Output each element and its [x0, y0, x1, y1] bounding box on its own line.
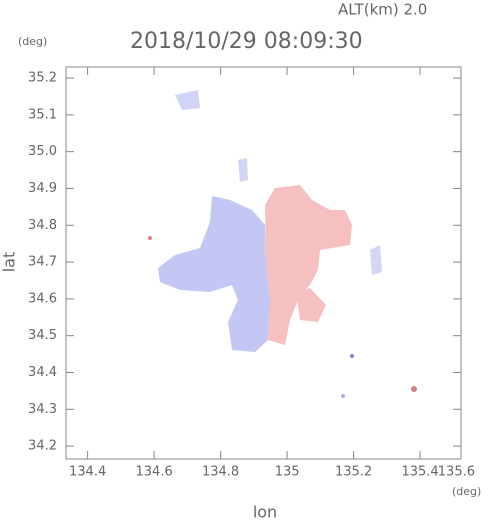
- x-tick-label: 135: [275, 465, 300, 480]
- x-axis-label: lon: [253, 503, 277, 521]
- echo-spot: [341, 394, 345, 398]
- y-tick-label: 34.9: [28, 181, 57, 196]
- y-tick-label: 35.0: [28, 144, 57, 159]
- y-tick-label: 34.3: [28, 402, 57, 417]
- x-tick-label: 135.6: [438, 465, 475, 480]
- y-tick-label: 34.2: [28, 439, 57, 454]
- approaching-echo: [158, 196, 270, 352]
- y-tick-label: 34.5: [28, 328, 57, 343]
- x-tick-label: 135.4: [401, 465, 438, 480]
- y-axis-label: lat: [0, 252, 19, 273]
- chart-title: 2018/10/29 08:09:30: [130, 29, 363, 54]
- y-unit: (deg): [18, 35, 47, 48]
- plot-frame: [65, 66, 462, 460]
- y-tick-label: 34.7: [28, 255, 57, 270]
- x-unit: (deg): [452, 485, 481, 498]
- x-tick-label: 134.6: [136, 465, 173, 480]
- approaching-echo: [175, 90, 200, 110]
- y-tick-label: 34.6: [28, 291, 57, 306]
- y-tick-label: 35.1: [28, 107, 57, 122]
- receding-echo: [296, 288, 326, 322]
- echo-field: [148, 90, 417, 398]
- approaching-echo: [370, 245, 382, 275]
- approaching-echo: [238, 158, 248, 182]
- y-tick-label: 34.4: [28, 365, 57, 380]
- x-tick-label: 134.8: [202, 465, 239, 480]
- altitude-label: ALT(km) 2.0: [338, 1, 427, 19]
- echo-spot: [350, 354, 354, 358]
- echo-spot: [411, 386, 417, 392]
- x-tick-label: 135.2: [335, 465, 372, 480]
- y-tick-label: 34.8: [28, 218, 57, 233]
- y-tick-label: 35.2: [28, 71, 57, 86]
- receding-echo: [265, 185, 352, 345]
- x-tick-label: 134.4: [69, 465, 106, 480]
- echo-spot: [148, 236, 152, 240]
